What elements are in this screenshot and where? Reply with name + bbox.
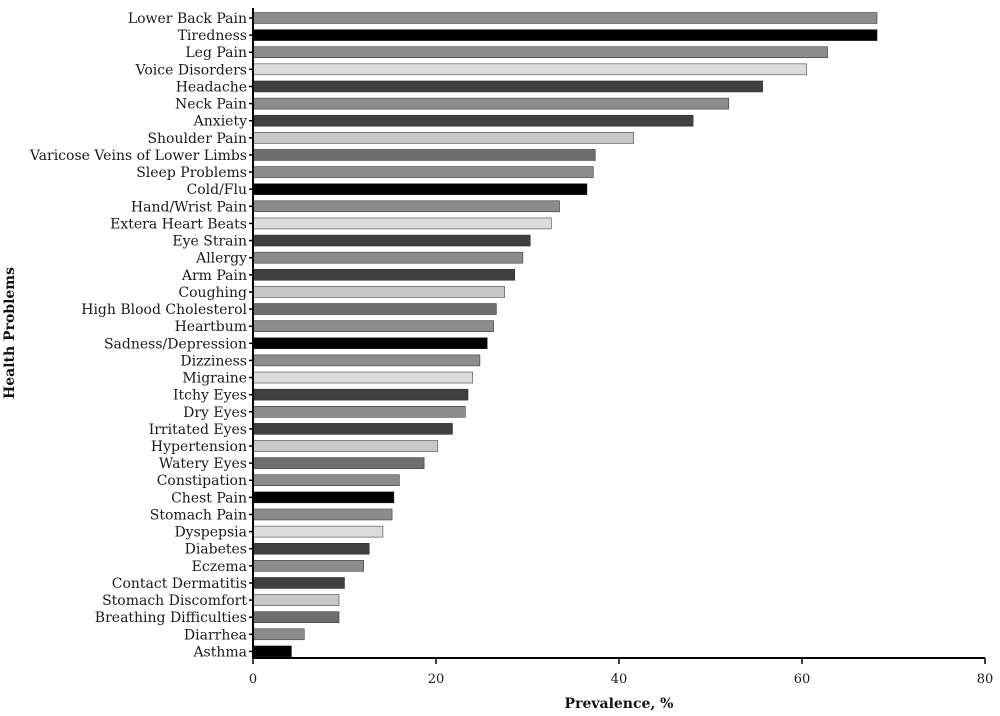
x-tick-label: 80 xyxy=(977,672,994,687)
bar-diabetes xyxy=(252,542,370,555)
bar-sadness-depression xyxy=(252,337,488,350)
bar-stomach-discomfort xyxy=(252,594,340,606)
category-label: Hand/Wrist Pain xyxy=(131,199,247,215)
bar-high-blood-cholesterol xyxy=(252,303,497,315)
category-label: Diarrhea xyxy=(184,627,247,643)
bar-breathing-difficulties xyxy=(252,611,340,623)
bar-dizziness xyxy=(252,354,481,367)
category-label: Breathing Difficulties xyxy=(95,610,247,626)
category-label: Irritated Eyes xyxy=(149,422,247,438)
bar-cold-flu xyxy=(252,183,588,195)
bar-eye-strain xyxy=(252,234,531,247)
bar-heartbum xyxy=(252,320,494,332)
category-label: Migraine xyxy=(182,371,247,387)
y-axis-title: Health Problems xyxy=(2,267,18,399)
category-label: Constipation xyxy=(157,473,247,489)
category-label: Coughing xyxy=(178,285,247,301)
bar-varicose-veins-of-lower-limbs xyxy=(252,149,596,161)
bar-shoulder-pain xyxy=(252,132,634,144)
category-label: Neck Pain xyxy=(175,97,247,113)
bar-asthma xyxy=(252,645,292,658)
category-label: Extera Heart Beats xyxy=(110,216,247,232)
category-label: Varicose Veins of Lower Limbs xyxy=(29,148,247,164)
bar-voice-disorders xyxy=(252,63,807,76)
category-label: Lower Back Pain xyxy=(128,11,247,27)
bar-constipation xyxy=(252,474,400,486)
bar-diarrhea xyxy=(252,628,305,641)
category-label: Dizziness xyxy=(180,353,247,369)
bar-coughing xyxy=(252,286,505,298)
category-label: Stomach Discomfort xyxy=(102,593,247,609)
x-axis-title: Prevalence, % xyxy=(565,696,674,712)
x-tick-label: 20 xyxy=(428,672,445,687)
bars-group xyxy=(252,12,878,658)
category-label: Asthma xyxy=(192,644,247,660)
bar-lower-back-pain xyxy=(252,12,878,24)
category-label: Dry Eyes xyxy=(183,405,247,421)
bar-stomach-pain xyxy=(252,508,393,521)
bar-itchy-eyes xyxy=(252,388,469,401)
bar-migraine xyxy=(252,371,473,384)
bar-sleep-problems xyxy=(252,166,594,178)
bar-contact-dermatitis xyxy=(252,577,345,589)
bar-chest-pain xyxy=(252,491,395,504)
bar-arm-pain xyxy=(252,269,515,281)
category-label: Dyspepsia xyxy=(174,525,247,541)
bar-eczema xyxy=(252,560,364,572)
category-label: Sleep Problems xyxy=(136,165,247,181)
bar-dyspepsia xyxy=(252,525,384,538)
category-label: Allergy xyxy=(195,251,247,267)
category-label: Diabetes xyxy=(185,542,247,558)
category-label: Eczema xyxy=(192,559,247,575)
category-label: Anxiety xyxy=(193,114,247,130)
bar-anxiety xyxy=(252,114,694,127)
bar-hand-wrist-pain xyxy=(252,200,560,213)
x-ticks-group: 0 20 40 60 80 xyxy=(249,658,993,687)
bar-headache xyxy=(252,80,763,93)
category-label: Watery Eyes xyxy=(159,456,247,472)
category-label: Cold/Flu xyxy=(186,182,247,198)
bar-hypertension xyxy=(252,440,439,452)
category-label: Stomach Pain xyxy=(150,507,247,523)
category-label: Hypertension xyxy=(151,439,247,455)
bar-tiredness xyxy=(252,29,878,41)
category-label: Eye Strain xyxy=(172,234,247,250)
category-label: Chest Pain xyxy=(171,490,247,506)
bar-watery-eyes xyxy=(252,457,425,469)
category-label: Sadness/Depression xyxy=(104,336,247,352)
category-label: High Blood Cholesterol xyxy=(81,302,247,318)
bar-leg-pain xyxy=(252,46,828,58)
category-label: Contact Dermatitis xyxy=(112,576,247,592)
category-label: Shoulder Pain xyxy=(147,131,247,147)
x-tick-label: 40 xyxy=(611,672,628,687)
x-tick-label: 0 xyxy=(249,672,257,687)
category-label: Tiredness xyxy=(178,28,247,44)
category-label: Heartbum xyxy=(175,319,247,335)
category-label: Headache xyxy=(176,79,247,95)
category-label: Voice Disorders xyxy=(135,62,247,78)
x-tick-label: 60 xyxy=(794,672,811,687)
bar-extera-heart-beats xyxy=(252,217,552,230)
category-label: Arm Pain xyxy=(181,268,247,284)
bar-irritated-eyes xyxy=(252,423,453,435)
bar-allergy xyxy=(252,251,524,264)
bar-neck-pain xyxy=(252,97,730,110)
bar-dry-eyes xyxy=(252,406,466,418)
category-label: Leg Pain xyxy=(185,45,247,61)
category-label: Itchy Eyes xyxy=(173,388,247,404)
